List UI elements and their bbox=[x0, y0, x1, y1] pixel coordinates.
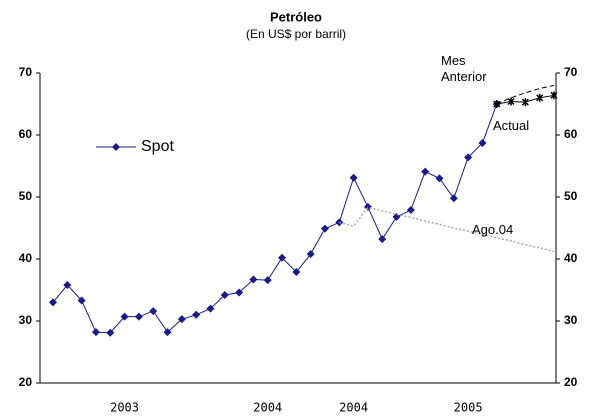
y2-tick-label: 20 bbox=[564, 375, 578, 389]
point bbox=[421, 167, 430, 176]
legend-marker bbox=[112, 143, 120, 151]
point-shape bbox=[550, 91, 558, 100]
y2-tick-label: 50 bbox=[564, 189, 578, 203]
point bbox=[306, 250, 315, 259]
x-tick-label: 2004 bbox=[253, 401, 282, 415]
point bbox=[536, 93, 544, 102]
point-shape bbox=[493, 100, 501, 108]
point bbox=[206, 304, 215, 313]
point bbox=[192, 310, 201, 319]
point bbox=[278, 253, 287, 262]
point bbox=[49, 298, 57, 307]
point bbox=[320, 224, 329, 233]
point bbox=[77, 296, 86, 305]
x-tick-label: 2003 bbox=[110, 401, 139, 415]
series-label: Mes Anterior bbox=[441, 53, 487, 84]
point bbox=[220, 290, 229, 299]
y-tick-label: 40 bbox=[19, 251, 33, 265]
series-line bbox=[52, 103, 498, 334]
point bbox=[550, 91, 558, 100]
point bbox=[349, 173, 358, 182]
point-shape bbox=[507, 97, 515, 106]
point bbox=[363, 202, 372, 211]
point bbox=[91, 328, 100, 337]
y-tick-label: 60 bbox=[19, 127, 33, 141]
point bbox=[120, 312, 129, 321]
point bbox=[106, 328, 115, 337]
point bbox=[149, 307, 158, 316]
y-tick-label: 70 bbox=[19, 65, 33, 79]
chart-title: Petróleo bbox=[270, 9, 322, 24]
legend-label: Spot bbox=[141, 138, 174, 155]
y-tick-label: 30 bbox=[19, 313, 33, 327]
point bbox=[235, 288, 244, 297]
series-line bbox=[496, 84, 555, 105]
point bbox=[177, 315, 186, 324]
series-label: Ago.04 bbox=[472, 222, 514, 237]
chart-subtitle: (En US$ por barril) bbox=[246, 27, 346, 41]
series-line bbox=[339, 206, 555, 253]
y2-tick-label: 60 bbox=[564, 127, 578, 141]
point bbox=[521, 98, 529, 107]
point-shape bbox=[536, 93, 544, 102]
y2-tick-label: 70 bbox=[564, 65, 578, 79]
series-label: Actual bbox=[493, 118, 530, 133]
point bbox=[249, 275, 258, 284]
point bbox=[493, 100, 501, 108]
x-tick-label: 2005 bbox=[454, 401, 483, 415]
point bbox=[263, 276, 272, 285]
point bbox=[507, 97, 515, 106]
x-tick-label: 2004 bbox=[339, 401, 368, 415]
y-tick-label: 20 bbox=[19, 375, 33, 389]
point bbox=[464, 153, 473, 162]
point bbox=[163, 328, 172, 337]
y2-tick-label: 40 bbox=[564, 251, 578, 265]
point bbox=[478, 139, 487, 148]
point bbox=[406, 206, 415, 215]
point bbox=[134, 312, 143, 321]
point bbox=[292, 268, 301, 277]
point bbox=[63, 281, 72, 290]
y-tick-label: 50 bbox=[19, 189, 33, 203]
point bbox=[435, 174, 444, 183]
y2-tick-label: 30 bbox=[564, 313, 578, 327]
point bbox=[449, 194, 458, 203]
point-shape bbox=[521, 98, 529, 107]
point bbox=[378, 235, 387, 244]
